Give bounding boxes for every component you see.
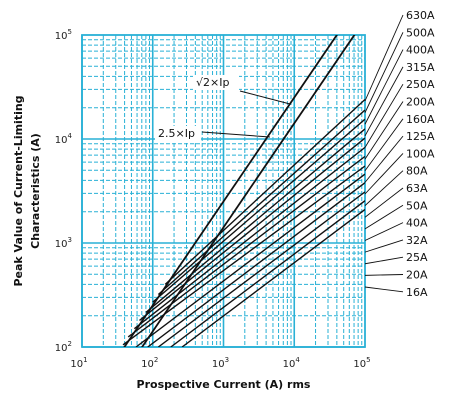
legend-label-315A: 315A [406, 61, 435, 74]
annotation-bg-sqrt2-ip [193, 75, 239, 90]
y-tick-label-1e4-base: 10 [55, 135, 68, 146]
legend-label-630A: 630A [406, 9, 435, 22]
x-tick-label-1e1: 101 [70, 356, 87, 370]
x-tick-label-1e3-base: 10 [212, 359, 225, 370]
legend-label-160A: 160A [406, 113, 435, 126]
x-tick-label-1e3: 103 [212, 356, 229, 370]
annotation-leader-2-5-ip [201, 131, 271, 138]
legend-leader-32A [364, 239, 404, 253]
series-line-50A [170, 200, 365, 347]
legend-leader-630A [364, 14, 404, 102]
legend-label-16A: 16A [406, 286, 428, 299]
grid-layer [81, 35, 365, 348]
y-tick-label-1e2-base: 10 [55, 343, 68, 354]
y-tick-label-1e5: 105 [55, 28, 72, 42]
x-axis-title: Prospective Current (A) rms [137, 378, 311, 391]
y-tick-label-1e4-exp: 4 [68, 132, 73, 140]
legend-label-80A: 80A [406, 165, 428, 178]
legend-leader-80A [364, 170, 404, 206]
x-tick-label-1e5-exp: 5 [366, 356, 370, 364]
series-line-250A [139, 137, 365, 321]
legend-label-500A: 500A [406, 26, 435, 39]
series-line-630A [164, 98, 365, 285]
legend-leader-20A [364, 274, 404, 276]
legend-label-250A: 250A [406, 78, 435, 91]
series-line-80A [147, 182, 365, 347]
x-tick-label-1e2-base: 10 [141, 359, 154, 370]
legend-layer: 630A 500A 400A 315A 250A 200A 160A 125A 100A 80A 6… [364, 9, 435, 299]
y-axis-title: Peak Value of Current-Limiting Characteri… [12, 95, 42, 286]
y-tick-label-1e3-exp: 3 [68, 236, 72, 244]
x-tick-label-1e4: 104 [283, 356, 301, 370]
x-tick-label-1e2-exp: 2 [154, 356, 158, 364]
legend-label-400A: 400A [406, 44, 435, 57]
reference-layer: √2×Ip 2.5×Ip [123, 35, 356, 347]
series-line-400A [152, 118, 365, 303]
legend-leader-25A [364, 256, 404, 265]
y-tick-label-1e3-base: 10 [55, 239, 68, 250]
y-tick-label-1e3: 103 [55, 236, 72, 250]
series-line-500A [157, 109, 365, 295]
reference-line-2-5-ip [123, 35, 338, 347]
legend-leader-125A [364, 135, 404, 183]
plot-frame [81, 34, 366, 348]
y-tick-label-1e5-base: 10 [55, 31, 68, 42]
legend-leader-160A [364, 118, 404, 172]
reference-line-sqrt2-ip [141, 35, 356, 347]
legend-label-63A: 63A [406, 182, 428, 195]
legend-leader-200A [364, 101, 404, 160]
x-tick-label-1e4-exp: 4 [295, 356, 300, 364]
x-tick-label-1e2: 102 [141, 356, 158, 370]
legend-leader-50A [364, 204, 404, 230]
series-line-160A [127, 155, 365, 338]
legend-leader-500A [364, 32, 404, 113]
series-line-63A [157, 191, 365, 347]
series-line-200A [133, 146, 365, 330]
x-tick-label-1e5: 105 [353, 356, 370, 370]
x-tick-label-1e1-base: 10 [70, 359, 83, 370]
legend-label-40A: 40A [406, 217, 428, 230]
legend-label-50A: 50A [406, 199, 428, 212]
legend-label-32A: 32A [406, 234, 428, 247]
legend-label-100A: 100A [406, 147, 435, 160]
x-tick-label-1e4-base: 10 [283, 359, 296, 370]
legend-leader-40A [364, 222, 404, 241]
legend-label-200A: 200A [406, 96, 435, 109]
annotation-leader-sqrt2-ip [239, 90, 291, 105]
reference-lines [123, 35, 356, 347]
y-tick-label-1e2-exp: 2 [68, 340, 72, 348]
legend-leader-63A [364, 187, 404, 218]
y-axis-title-line-1: Peak Value of Current-Limiting [12, 95, 25, 286]
x-tick-label-1e5-base: 10 [353, 359, 366, 370]
series-line-315A [145, 128, 365, 313]
curve-layer [122, 98, 365, 347]
series-line-100A [135, 173, 365, 347]
y-tick-label-1e2: 102 [55, 340, 72, 354]
legend-leader-315A [364, 66, 404, 137]
annotation-bg-2-5-ip [155, 126, 201, 141]
y-axis-title-line-2: Characteristics (A) [29, 133, 42, 249]
legend-leader-16A [364, 286, 404, 293]
y-tick-label-1e4: 104 [55, 132, 73, 146]
x-tick-label-1e1-exp: 1 [83, 356, 87, 364]
y-tick-label-1e5-exp: 5 [68, 28, 72, 36]
legend-label-25A: 25A [406, 251, 428, 264]
legend-leader-400A [364, 49, 404, 125]
legend-label-125A: 125A [406, 130, 435, 143]
series-line-40A [181, 208, 365, 347]
x-tick-label-1e3-exp: 3 [225, 356, 229, 364]
legend-label-20A: 20A [406, 269, 428, 282]
legend-leader-100A [364, 153, 404, 195]
annotation-label-sqrt2-ip: √2×Ip [196, 76, 229, 89]
annotation-label-2-5-ip: 2.5×Ip [158, 127, 195, 140]
legend-leader-250A [364, 83, 404, 148]
